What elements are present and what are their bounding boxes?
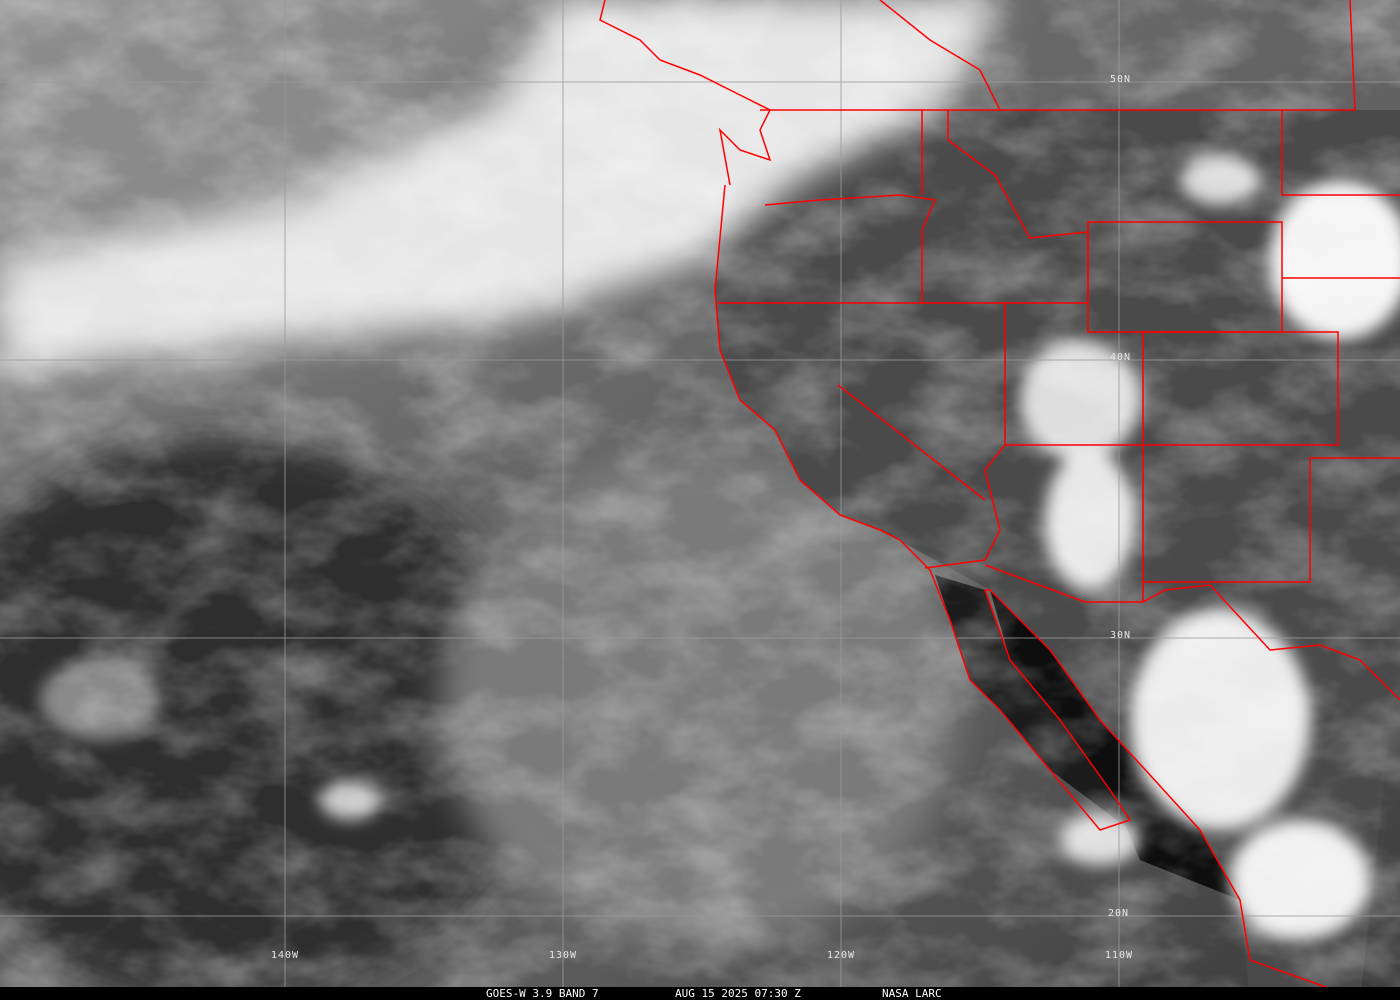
lat-label-20n: 20N [1108, 908, 1130, 919]
lat-label-50n: 50N [1110, 74, 1132, 85]
political-boundaries [599, 0, 1400, 1000]
timestamp-label: AUG 15 2025 07:30 Z [675, 987, 801, 1000]
us-canada-border [760, 0, 1356, 111]
coastline [714, 184, 1361, 1000]
canada-coastline [599, 0, 772, 186]
lat-label-40n: 40N [1110, 352, 1132, 363]
image-caption-bar: GOES-W 3.9 BAND 7 AUG 15 2025 07:30 Z NA… [0, 987, 1400, 1000]
lon-label-130w: 130W [549, 950, 578, 961]
satellite-band-label: GOES-W 3.9 BAND 7 [486, 987, 599, 1000]
canada-province-border [879, 0, 1001, 111]
lon-label-140w: 140W [271, 950, 300, 961]
lon-label-110w: 110W [1105, 950, 1134, 961]
lat-label-30n: 30N [1110, 630, 1132, 641]
lon-label-120w: 120W [827, 950, 856, 961]
source-label: NASA LARC [882, 987, 942, 1000]
